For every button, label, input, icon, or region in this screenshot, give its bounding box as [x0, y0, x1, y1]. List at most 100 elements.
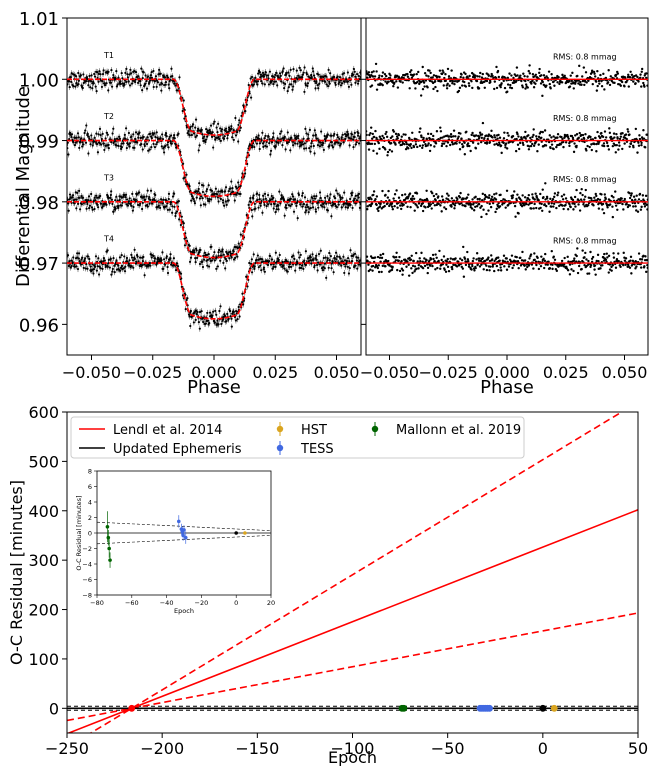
data-point — [77, 83, 80, 86]
residual-point — [479, 140, 483, 144]
residual-point — [619, 84, 623, 87]
residual-point — [448, 143, 452, 147]
data-point — [102, 142, 105, 145]
data-point — [333, 256, 336, 260]
residual-point — [372, 135, 376, 139]
data-point — [206, 258, 209, 262]
residual-point — [609, 75, 612, 78]
data-point — [95, 132, 98, 135]
data-point — [216, 193, 219, 196]
data-point — [354, 143, 357, 146]
data-point — [224, 200, 227, 203]
data-point — [124, 265, 127, 268]
data-point — [234, 116, 237, 120]
residual-point — [404, 133, 407, 136]
data-point — [68, 131, 72, 134]
data-point — [318, 191, 322, 194]
residual-point — [428, 69, 431, 72]
data-point — [160, 258, 163, 262]
data-point — [295, 69, 298, 72]
data-point — [278, 253, 281, 257]
data-point — [142, 255, 145, 259]
data-point — [321, 269, 325, 272]
data-point — [142, 71, 145, 74]
residual-point — [607, 69, 610, 72]
residual-point — [493, 80, 497, 83]
y-tick-label: 1.00 — [19, 70, 59, 91]
data-point — [98, 141, 101, 145]
data-point — [78, 196, 81, 199]
data-point — [90, 74, 93, 77]
residual-point — [497, 141, 501, 144]
data-point — [215, 126, 218, 129]
data-point — [127, 80, 130, 83]
data-point — [357, 256, 360, 259]
residual-point — [439, 126, 442, 129]
data-point — [306, 84, 309, 88]
residual-point — [594, 75, 597, 78]
data-point — [269, 149, 273, 152]
data-point — [119, 266, 123, 269]
residual-point — [382, 136, 386, 140]
data-point — [98, 127, 102, 131]
data-point — [177, 200, 180, 203]
data-point — [213, 251, 216, 254]
data-point — [110, 85, 114, 88]
data-point — [357, 79, 360, 83]
residual-series — [366, 121, 648, 157]
data-point — [268, 70, 272, 73]
data-point — [128, 145, 131, 148]
data-point — [204, 322, 207, 325]
data-point — [300, 143, 303, 146]
data-point — [347, 85, 351, 88]
data-point — [250, 271, 254, 274]
lightcurve-series-T2 — [67, 122, 361, 209]
data-point — [67, 202, 70, 205]
data-point — [348, 144, 351, 147]
residual-point — [483, 86, 486, 89]
data-point — [169, 134, 173, 137]
data-point — [238, 129, 241, 132]
data-point — [97, 206, 100, 209]
residual-point — [386, 150, 390, 154]
data-point — [297, 134, 300, 137]
residual-point — [381, 71, 385, 74]
data-point — [359, 135, 361, 138]
residual-point — [433, 145, 436, 148]
data-point — [202, 258, 206, 261]
residual-point — [375, 152, 379, 155]
data-point — [217, 200, 220, 203]
data-point — [273, 76, 276, 79]
data-point — [287, 71, 290, 74]
residual-point — [383, 73, 387, 76]
residual-point — [580, 83, 583, 86]
residual-point — [467, 82, 471, 85]
data-point — [274, 251, 277, 254]
data-point — [276, 84, 279, 87]
data-point — [302, 71, 305, 74]
residual-point — [457, 135, 460, 138]
data-point — [207, 265, 211, 268]
data-point — [314, 257, 317, 260]
data-point — [348, 260, 351, 263]
residual-point — [516, 74, 519, 77]
residual-point — [552, 80, 555, 83]
data-point — [234, 319, 238, 322]
data-point — [194, 126, 197, 129]
data-point — [78, 146, 81, 149]
residual-point — [450, 69, 453, 72]
data-point — [252, 194, 255, 197]
data-point — [224, 257, 227, 261]
data-point — [192, 197, 195, 201]
data-point — [225, 250, 228, 254]
data-point — [166, 202, 169, 205]
data-point — [346, 80, 350, 83]
data-point — [334, 251, 338, 254]
residual-point — [387, 80, 390, 83]
data-point — [190, 199, 193, 202]
data-point — [72, 256, 75, 259]
data-point — [225, 203, 228, 206]
data-point — [161, 138, 165, 141]
data-point — [67, 141, 69, 144]
data-point — [117, 135, 121, 138]
